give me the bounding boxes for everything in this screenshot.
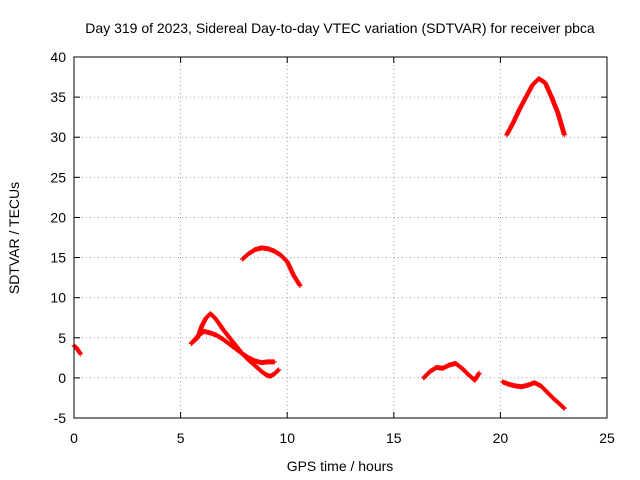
y-tick-label: 0 [58,370,66,386]
x-axis-label: GPS time / hours [287,458,394,474]
series-segment-1 [71,343,83,357]
chart-title: Day 319 of 2023, Sidereal Day-to-day VTE… [85,20,595,36]
x-tick-label: 0 [70,430,78,446]
data-point [77,351,83,357]
series-segment-6 [500,379,567,411]
data-point [275,367,281,373]
data-point [561,405,567,411]
data-point [276,367,282,373]
y-tick-label: 35 [50,89,66,105]
data-point [271,359,277,365]
series-segment-4 [239,245,303,289]
y-axis-label: SDTVAR / TECUs [6,182,22,294]
x-tick-label: 15 [386,430,402,446]
y-tick-label: 40 [50,49,66,65]
y-tick-label: 20 [50,209,66,225]
x-tick-label: 10 [279,430,295,446]
y-tick-label: 10 [50,290,66,306]
plot-frame [73,56,608,419]
y-tick-label: 5 [58,330,66,346]
grid [74,57,607,418]
x-tick-label: 5 [177,430,185,446]
data-point [297,283,303,289]
y-tick-label: 30 [50,129,66,145]
data-point [561,132,567,138]
y-tick-label: -5 [54,410,67,426]
y-tick-label: 15 [50,250,66,266]
series-segment-5 [421,360,482,383]
x-tick-label: 25 [599,430,615,446]
x-tick-label: 20 [493,430,509,446]
data-point [561,405,567,411]
series-segment-7 [504,76,567,138]
series-segment-2 [188,311,282,379]
data-point [476,370,482,376]
y-tick-label: 25 [50,169,66,185]
series-segment-3 [188,328,277,366]
data-series [71,76,567,411]
